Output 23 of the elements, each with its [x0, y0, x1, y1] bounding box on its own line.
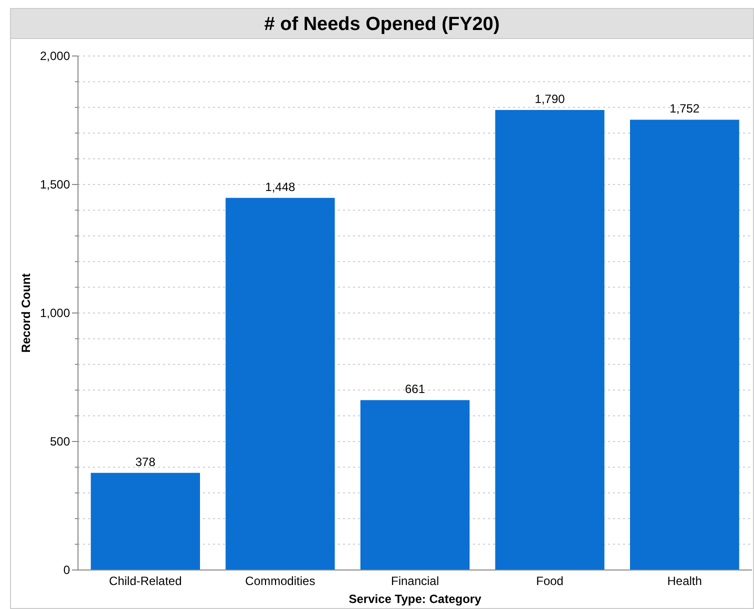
x-axis-title: Service Type: Category — [348, 592, 482, 606]
data-label: 378 — [135, 454, 156, 469]
x-tick-label: Health — [667, 574, 702, 588]
bar — [495, 110, 604, 570]
data-label: 1,752 — [670, 102, 700, 116]
y-tick-label: 1,000 — [40, 306, 70, 320]
bar — [90, 472, 200, 570]
data-label: 1,448 — [265, 180, 296, 194]
y-tick-label: 1,500 — [40, 178, 70, 192]
bar — [360, 400, 470, 570]
y-tick-label: 0 — [63, 563, 70, 577]
x-tick-label: Commodities — [245, 574, 316, 588]
x-tick-label: Financial — [390, 574, 440, 588]
data-label: 661 — [404, 382, 426, 396]
x-tick-label: Child-Related — [109, 574, 182, 588]
data-label: 1,790 — [534, 92, 566, 106]
bar — [630, 120, 740, 570]
bar — [226, 198, 335, 570]
y-axis-title: Record Count — [19, 273, 33, 353]
chart-title: # of Needs Opened (FY20) — [264, 14, 500, 35]
x-tick-label: Food — [536, 574, 564, 588]
y-tick-label: 2,000 — [40, 49, 70, 63]
y-tick-label: 500 — [50, 434, 70, 448]
